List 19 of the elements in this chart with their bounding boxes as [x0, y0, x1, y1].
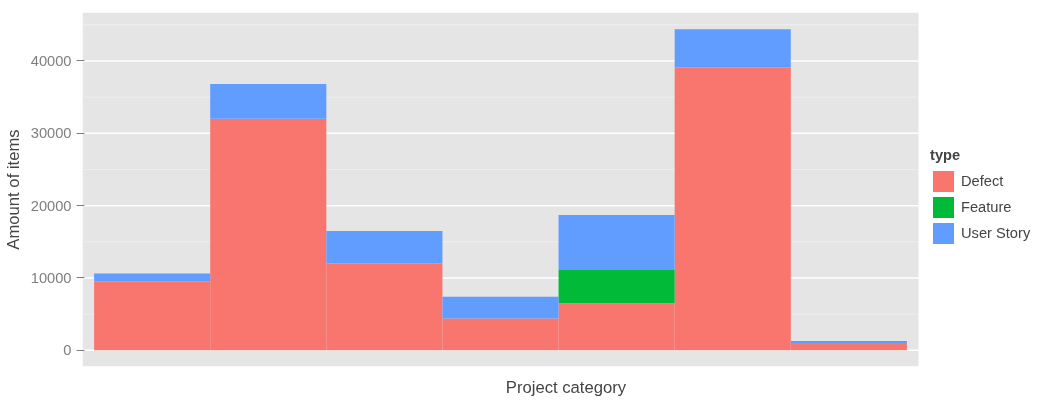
y-tick-label: 0 — [63, 342, 72, 359]
bar — [210, 84, 327, 119]
legend-label: User Story — [961, 225, 1031, 241]
y-tick-label: 40000 — [30, 52, 72, 69]
x-axis-title: Project category — [505, 377, 627, 397]
legend-label: Defect — [961, 173, 1004, 189]
bar — [790, 340, 907, 344]
y-tick-label: 30000 — [30, 125, 72, 142]
y-tick-label: 20000 — [30, 197, 72, 214]
bar — [442, 296, 559, 319]
bar — [326, 230, 443, 264]
y-tick-label: 10000 — [30, 269, 72, 286]
bar — [94, 273, 211, 282]
y-axis-title: Amount of items — [3, 129, 23, 250]
bar — [558, 270, 675, 304]
bar — [674, 29, 791, 68]
legend-label: Feature — [961, 199, 1012, 215]
bar — [558, 215, 675, 271]
legend-title: type — [930, 147, 962, 163]
